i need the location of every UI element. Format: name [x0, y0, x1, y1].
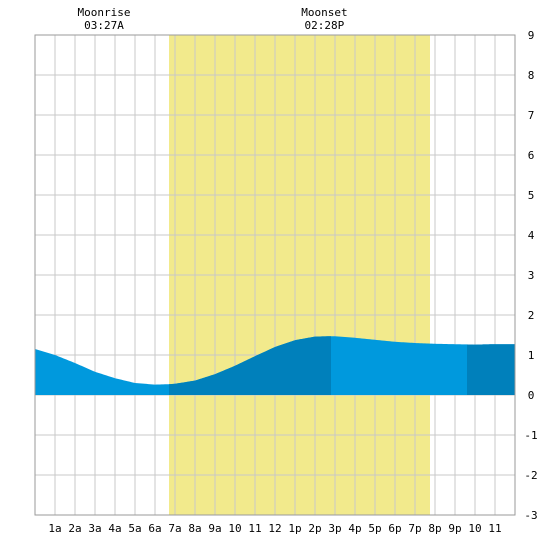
- plot-frame: [34, 34, 516, 516]
- y-tick-label: 8: [528, 69, 535, 82]
- x-tick-label: 12: [268, 522, 281, 535]
- event-label: Moonset: [301, 6, 347, 19]
- y-tick-label: 0: [528, 389, 535, 402]
- y-tick-label: -3: [524, 509, 537, 522]
- x-tick-label: 3a: [88, 522, 101, 535]
- x-tick-label: 8a: [188, 522, 201, 535]
- x-tick-label: 10: [468, 522, 481, 535]
- tide-area-dark-band: [169, 336, 331, 395]
- x-tick-label: 8p: [428, 522, 441, 535]
- y-tick-label: 6: [528, 149, 535, 162]
- y-tick-label: 7: [528, 109, 535, 122]
- y-tick-label: 2: [528, 309, 535, 322]
- x-tick-label: 4a: [108, 522, 121, 535]
- x-tick-label: 4p: [348, 522, 361, 535]
- x-tick-label: 11: [488, 522, 501, 535]
- y-tick-label: 3: [528, 269, 535, 282]
- x-tick-label: 1a: [48, 522, 61, 535]
- y-tick-label: -1: [524, 429, 537, 442]
- x-tick-label: 1p: [288, 522, 301, 535]
- y-tick-label: 1: [528, 349, 535, 362]
- x-tick-label: 2a: [68, 522, 81, 535]
- x-tick-label: 9a: [208, 522, 221, 535]
- x-tick-label: 11: [248, 522, 261, 535]
- event-label: Moonrise: [78, 6, 131, 19]
- tide-area-dark-band: [467, 344, 515, 395]
- x-tick-label: 10: [228, 522, 241, 535]
- event-time: 03:27A: [84, 19, 124, 32]
- y-tick-label: -2: [524, 469, 537, 482]
- x-tick-label: 7a: [168, 522, 181, 535]
- x-tick-label: 5p: [368, 522, 381, 535]
- x-tick-label: 9p: [448, 522, 461, 535]
- x-tick-label: 6a: [148, 522, 161, 535]
- y-tick-label: 9: [528, 29, 535, 42]
- x-tick-label: 5a: [128, 522, 141, 535]
- y-tick-label: 4: [528, 229, 535, 242]
- y-tick-label: 5: [528, 189, 535, 202]
- x-tick-label: 6p: [388, 522, 401, 535]
- x-tick-label: 3p: [328, 522, 341, 535]
- x-tick-label: 7p: [408, 522, 421, 535]
- x-tick-label: 2p: [308, 522, 321, 535]
- event-time: 02:28P: [305, 19, 345, 32]
